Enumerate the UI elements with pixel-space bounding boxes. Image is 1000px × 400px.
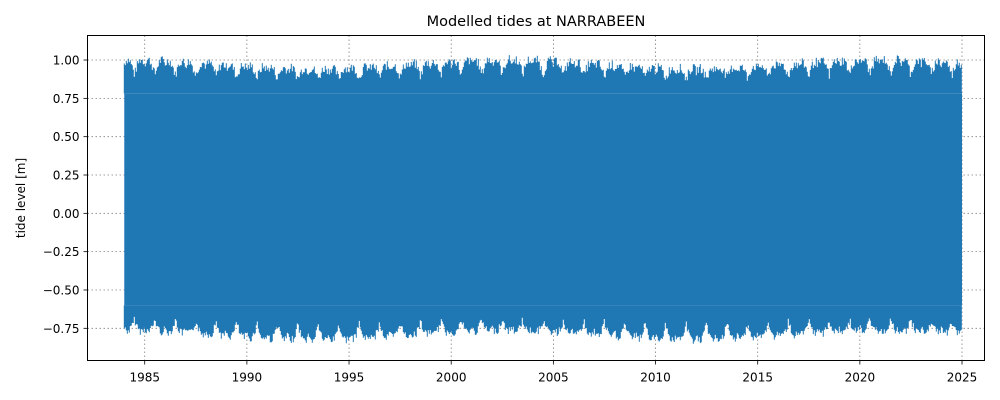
y-axis-label: tide level [m] <box>14 158 28 238</box>
x-tick-label: 2025 <box>947 371 978 385</box>
tide-series <box>123 55 963 344</box>
x-tick-label: 1990 <box>232 371 263 385</box>
x-axis: 1985 1990 1995 2000 2005 2010 2015 2020 2025 <box>129 360 978 385</box>
chart-title: Modelled tides at NARRABEEN <box>427 14 646 30</box>
x-tick-label: 1995 <box>334 371 365 385</box>
y-tick-label: −0.50 <box>43 283 80 297</box>
x-tick-label: 2000 <box>436 371 467 385</box>
x-tick-label: 2010 <box>640 371 671 385</box>
series-core <box>124 93 963 306</box>
y-tick-label: 0.50 <box>53 130 80 144</box>
x-tick-label: 2020 <box>845 371 876 385</box>
series-low-spikes <box>123 305 962 344</box>
y-axis: −0.75 −0.50 −0.25 0.00 0.25 0.50 0.75 1.00 <box>43 54 88 336</box>
y-tick-label: −0.75 <box>43 322 80 336</box>
x-tick-label: 2005 <box>538 371 569 385</box>
x-tick-label: 2015 <box>742 371 773 385</box>
y-tick-label: −0.25 <box>43 245 80 259</box>
y-tick-label: 0.00 <box>53 207 80 221</box>
x-tick-label: 1985 <box>129 371 160 385</box>
plot-frame <box>87 35 985 361</box>
y-tick-label: 1.00 <box>53 54 80 68</box>
y-tick-label: 0.25 <box>53 169 80 183</box>
series-high-spikes <box>123 55 962 94</box>
y-tick-label: 0.75 <box>53 92 80 106</box>
